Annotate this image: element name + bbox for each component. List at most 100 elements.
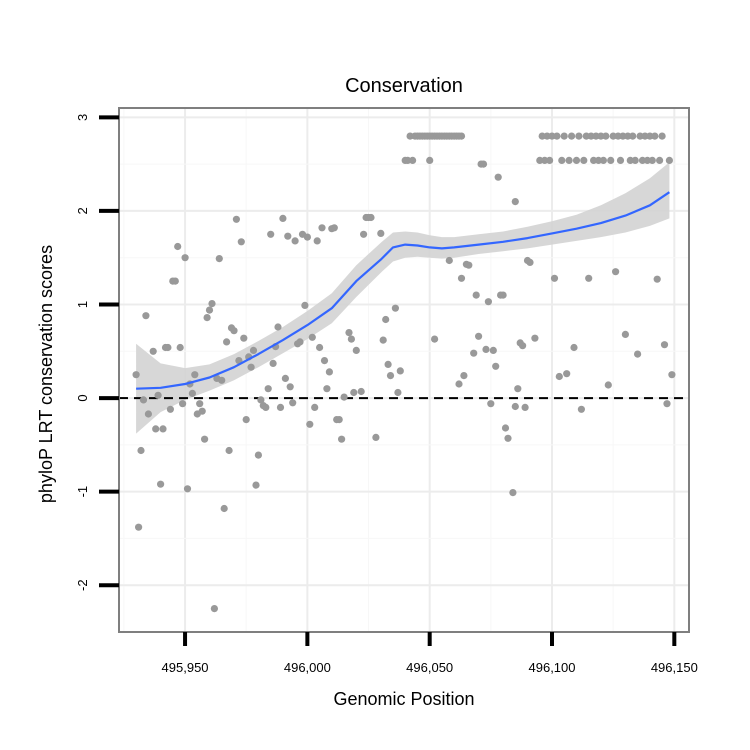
data-point [382,315,390,324]
data-point [183,485,192,493]
y-tick-label: 1 [75,301,90,308]
data-point [154,391,162,399]
x-axis-ticks: 495,950 496,000 496,050 496,100 496,150 [162,632,698,675]
data-point [658,132,666,140]
data-point [455,380,463,388]
data-point [607,156,615,164]
data-point [345,329,353,337]
data-point [519,342,527,350]
data-point [139,396,148,404]
x-tick-label: 496,150 [651,660,698,675]
data-point [501,424,510,432]
data-point [494,173,502,181]
data-point [504,434,512,442]
data-point [457,132,466,140]
data-point [232,215,240,223]
data-point [267,230,275,238]
data-point [460,372,468,380]
y-tick-label: 3 [75,114,90,121]
data-point [470,349,478,357]
data-point [254,451,262,459]
data-point [171,277,179,285]
data-point [352,346,360,354]
data-point [379,336,387,344]
data-point [445,256,453,265]
data-point [303,233,311,241]
y-axis-label: phyloP LRT conservation scores [36,245,56,503]
data-point [546,156,554,164]
data-point [220,504,228,513]
x-tick-label: 495,950 [162,660,209,675]
data-point [660,341,669,349]
data-point [164,343,172,352]
data-point [663,400,671,408]
data-point [242,416,250,424]
data-point [656,156,664,164]
data-point [372,433,380,441]
data-point [665,156,674,164]
data-point [198,407,206,415]
data-point [431,335,439,343]
data-point [262,403,270,411]
data-point [323,385,331,393]
data-point [320,357,329,365]
data-point [316,343,324,352]
data-point [521,403,529,411]
data-point [296,338,304,346]
data-point [249,346,258,354]
data-point [396,367,404,375]
data-point [487,400,495,408]
data-point [563,370,571,378]
data-point [479,160,488,168]
data-point [274,323,282,331]
data-point [286,383,294,391]
data-point [509,489,517,497]
data-point [152,425,160,433]
data-point [489,346,497,354]
data-point [555,372,563,381]
data-point [482,345,490,353]
data-point [492,362,500,370]
data-point [621,330,630,338]
x-tick-label: 496,000 [284,660,331,675]
data-point [142,312,150,320]
data-point [284,232,292,240]
x-tick-label: 496,100 [529,660,576,675]
data-point [240,334,248,342]
data-point [577,405,586,413]
data-point [223,338,231,346]
data-point [196,400,204,408]
data-point [174,242,182,251]
data-point [391,304,399,312]
y-tick-label: -2 [75,579,90,591]
data-point [514,385,522,393]
data-point [648,156,656,164]
data-point [426,156,434,164]
data-point [629,132,637,140]
data-point [132,371,140,379]
data-point [325,368,333,376]
y-tick-label: 0 [75,394,90,401]
data-point [360,230,368,238]
data-point [668,371,676,379]
data-point [188,389,196,397]
data-point [306,420,314,428]
data-point [612,268,620,276]
panel-border [118,107,690,633]
data-point [604,381,612,389]
data-point [208,300,216,308]
data-point [252,481,260,489]
data-point [377,229,385,237]
data-point [350,388,358,397]
data-point [301,301,309,309]
data-point [457,274,466,282]
data-point [215,255,223,263]
data-point [338,435,346,443]
data-point [191,371,199,379]
data-point [330,224,338,232]
confidence-band-area [136,162,670,434]
data-point [511,402,519,411]
smooth-curve [136,191,671,390]
data-point [176,343,184,352]
